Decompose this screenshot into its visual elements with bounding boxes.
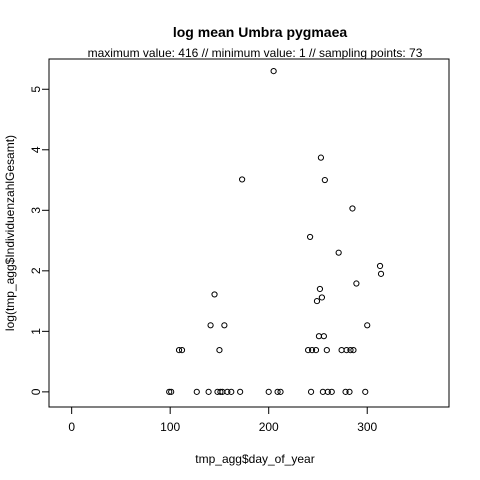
data-point — [205, 388, 212, 395]
data-point — [347, 347, 354, 354]
x-axis: 0 100 200 300 — [68, 406, 378, 434]
data-point — [228, 388, 235, 395]
data-point — [342, 388, 349, 395]
data-point — [353, 280, 360, 287]
chart-title: log mean Umbra pygmaea — [173, 24, 347, 40]
data-point — [207, 322, 214, 329]
data-point — [166, 388, 173, 395]
data-point — [265, 388, 272, 395]
data-point — [323, 347, 330, 354]
data-point — [307, 388, 315, 395]
x-tick-label: 300 — [357, 420, 377, 434]
y-axis: 0 1 2 3 4 5 — [29, 86, 50, 395]
data-point — [221, 322, 228, 329]
data-point — [376, 262, 384, 270]
x-tick-label: 200 — [259, 420, 279, 434]
data-points — [166, 68, 385, 395]
data-point — [224, 388, 231, 395]
data-point — [277, 388, 284, 395]
plot-box — [48, 58, 450, 408]
data-point — [319, 388, 326, 395]
data-point — [274, 388, 281, 395]
data-point — [270, 68, 277, 75]
data-point — [335, 249, 342, 256]
data-point — [362, 388, 369, 395]
data-point — [317, 154, 325, 161]
y-tick-label: 2 — [29, 267, 43, 274]
data-point — [313, 297, 321, 305]
data-point — [306, 233, 314, 241]
y-tick-label: 5 — [29, 86, 43, 93]
y-tick-label: 3 — [29, 207, 43, 214]
data-point — [318, 294, 326, 301]
data-point — [316, 285, 324, 293]
x-axis-label: tmp_agg$day_of_year — [195, 452, 314, 466]
data-point — [364, 322, 371, 329]
data-point — [320, 333, 327, 340]
data-point — [178, 347, 186, 354]
data-point — [175, 347, 183, 354]
data-point — [308, 347, 316, 354]
data-point — [338, 347, 345, 354]
data-point — [328, 388, 335, 395]
y-axis-label: log(tmp_agg$IndividuenzahlGesamt) — [3, 135, 17, 331]
data-point — [216, 347, 223, 354]
data-point — [217, 388, 224, 395]
data-point — [315, 333, 323, 340]
data-point — [168, 388, 175, 395]
data-point — [346, 388, 353, 395]
y-tick-label: 0 — [29, 388, 43, 395]
data-point — [305, 347, 312, 354]
chart-subtitle: maximum value: 416 // minimum value: 1 /… — [88, 46, 423, 60]
y-tick-label: 1 — [29, 328, 43, 335]
data-point — [237, 388, 244, 395]
data-point — [312, 347, 320, 354]
x-tick-label: 0 — [68, 420, 75, 434]
data-point — [239, 176, 246, 183]
y-tick-label: 4 — [29, 146, 43, 153]
data-point — [321, 176, 328, 184]
data-point — [193, 388, 200, 395]
data-point — [324, 388, 331, 395]
x-tick-label: 100 — [160, 420, 180, 434]
data-point — [211, 291, 218, 298]
data-point — [349, 205, 356, 212]
data-point — [377, 270, 385, 277]
data-point — [350, 347, 357, 354]
data-point — [343, 347, 350, 354]
